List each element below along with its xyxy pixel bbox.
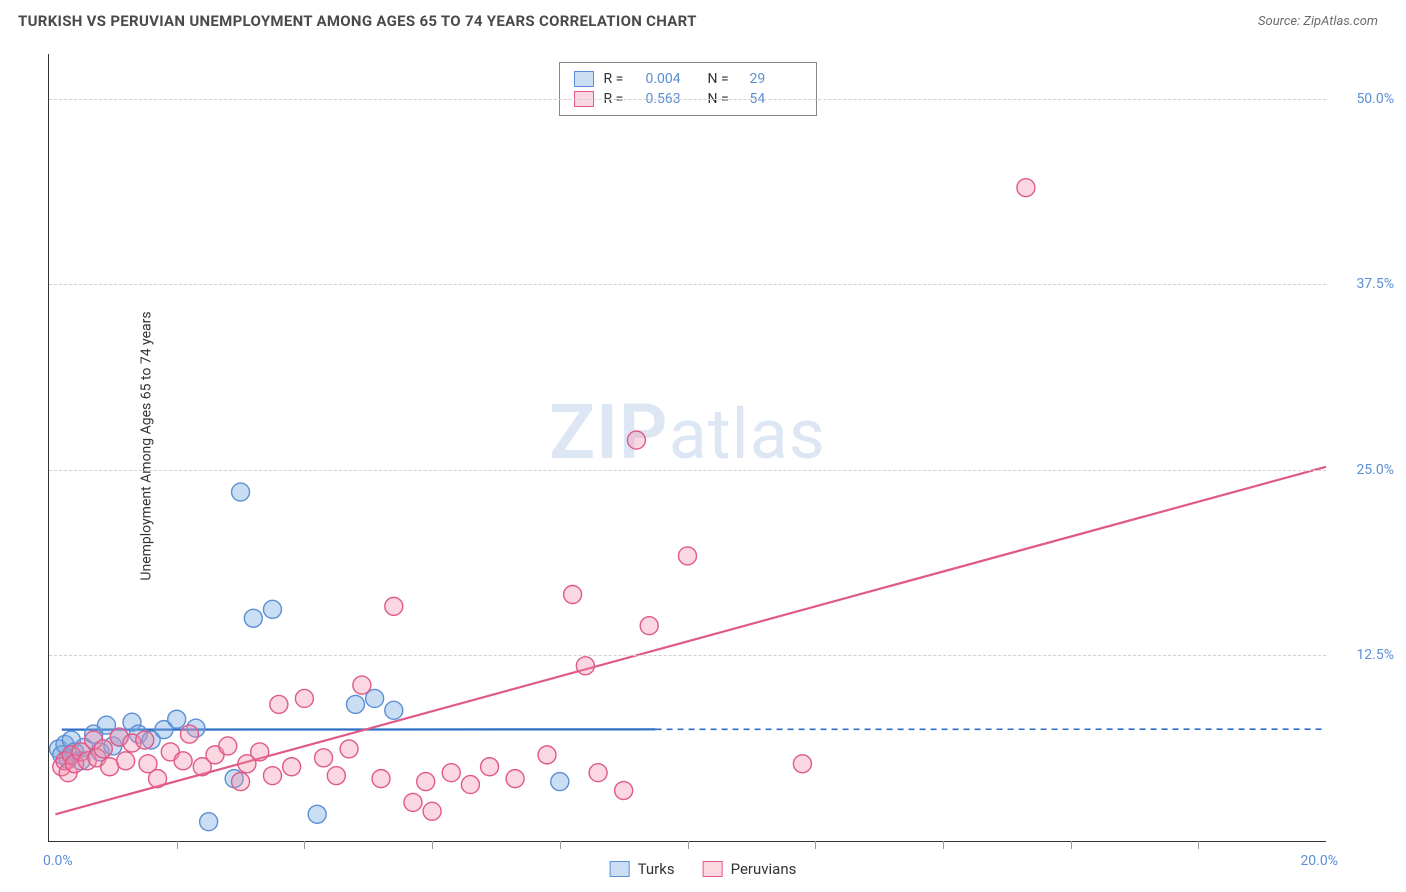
- swatch-turks-icon: [610, 861, 630, 877]
- swatch-peruvians-icon: [703, 861, 723, 877]
- plot-area: ZIPatlas R = 0.004 N = 29 R = 0.563 N = …: [48, 54, 1326, 842]
- x-tick: [815, 841, 816, 849]
- x-axis-max-label: 20.0%: [1300, 853, 1338, 869]
- y-tick-label: 25.0%: [1334, 462, 1394, 478]
- legend-item-peruvians: Peruvians: [703, 860, 797, 878]
- x-tick: [688, 841, 689, 849]
- chart-title: TURKISH VS PERUVIAN UNEMPLOYMENT AMONG A…: [18, 12, 697, 30]
- legend-item-turks: Turks: [610, 860, 675, 878]
- x-tick: [432, 841, 433, 849]
- x-tick: [560, 841, 561, 849]
- x-tick: [304, 841, 305, 849]
- gridline: [49, 470, 1326, 471]
- x-tick: [1198, 841, 1199, 849]
- chart-header: TURKISH VS PERUVIAN UNEMPLOYMENT AMONG A…: [0, 0, 1406, 38]
- y-tick-label: 50.0%: [1334, 91, 1394, 107]
- gridline: [49, 655, 1326, 656]
- x-tick: [177, 841, 178, 849]
- x-axis-min-label: 0.0%: [43, 853, 73, 869]
- gridline: [49, 99, 1326, 100]
- gridline: [49, 284, 1326, 285]
- scatter-svg: [49, 54, 1326, 841]
- series-legend: Turks Peruvians: [610, 860, 797, 878]
- x-tick: [1071, 841, 1072, 849]
- source-attribution: Source: ZipAtlas.com: [1258, 14, 1378, 29]
- y-tick-label: 37.5%: [1334, 276, 1394, 292]
- x-tick: [943, 841, 944, 849]
- y-tick-label: 12.5%: [1334, 647, 1394, 663]
